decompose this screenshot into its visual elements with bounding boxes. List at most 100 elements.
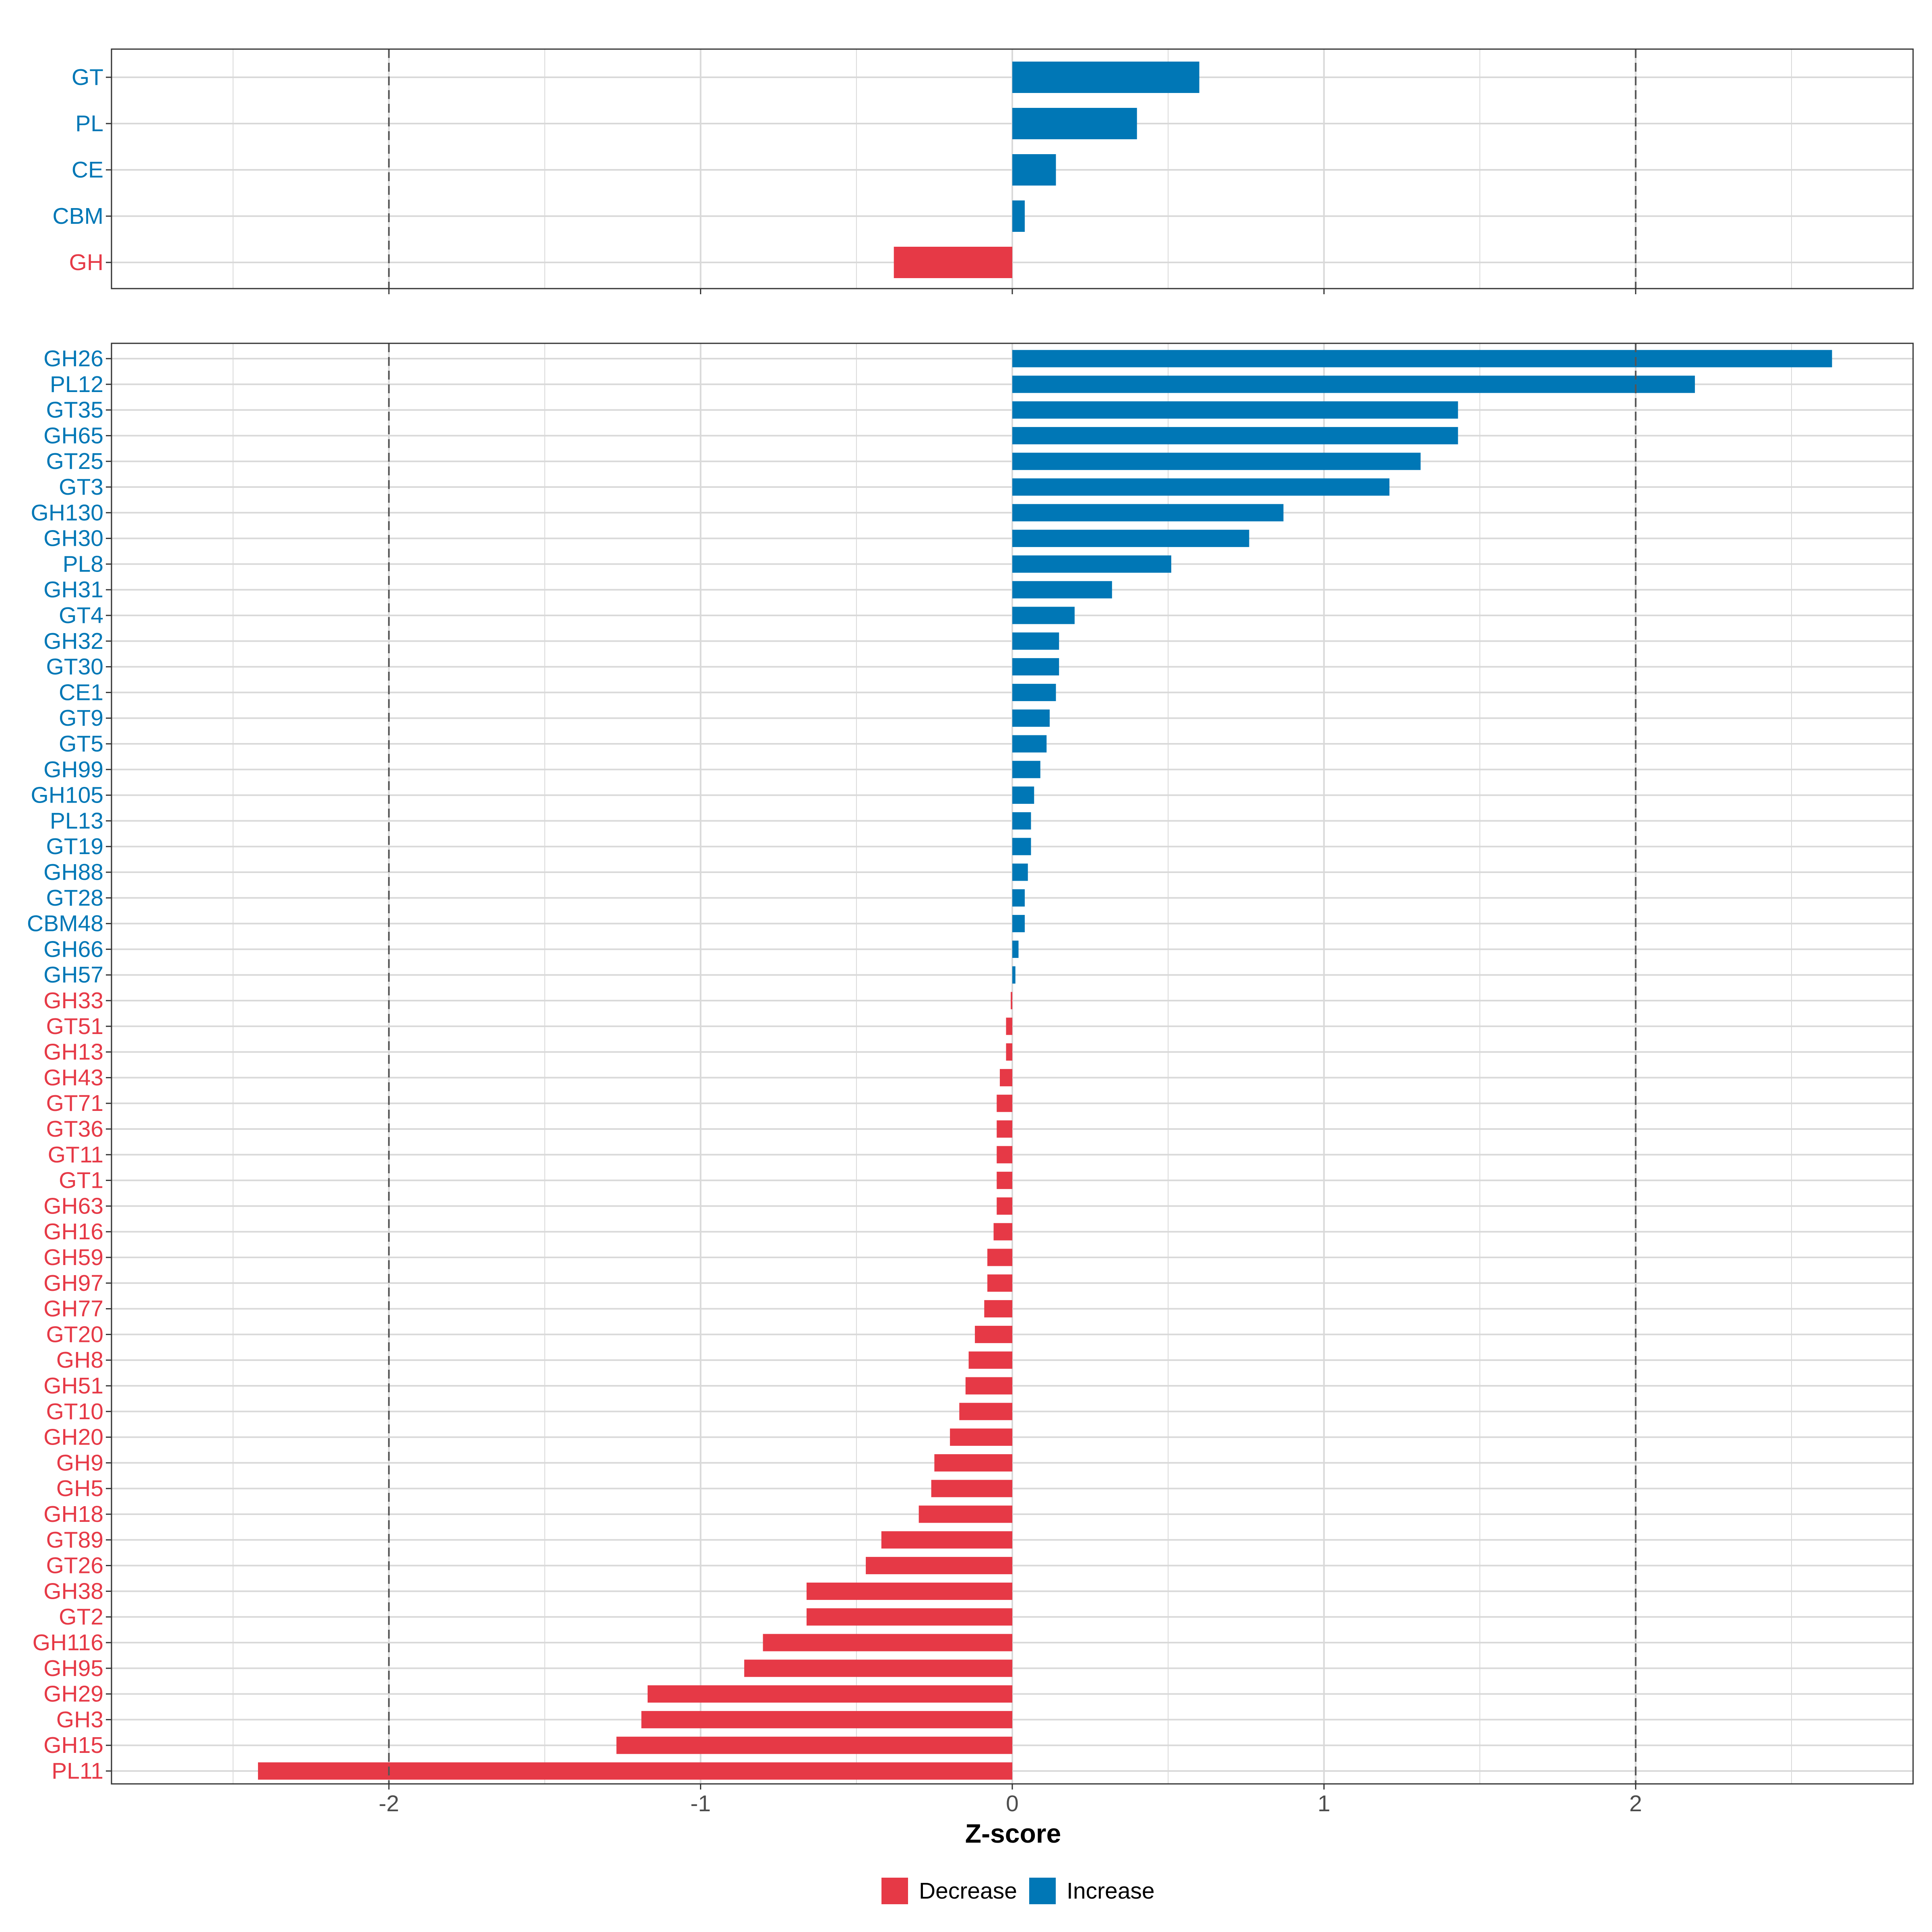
bar-ce1 bbox=[1012, 683, 1056, 701]
bar-cbm48 bbox=[1012, 915, 1025, 933]
category-label-gt51: GT51 bbox=[46, 1013, 103, 1039]
category-label-gh15: GH15 bbox=[43, 1732, 103, 1758]
bar-cbm bbox=[1012, 200, 1025, 232]
bar-gh97 bbox=[987, 1274, 1012, 1292]
category-label-gt71: GT71 bbox=[46, 1090, 103, 1116]
category-label-gh8: GH8 bbox=[56, 1347, 103, 1373]
category-label-gh18: GH18 bbox=[43, 1501, 103, 1527]
legend-swatch-decrease bbox=[881, 1878, 908, 1904]
category-label-gh59: GH59 bbox=[43, 1245, 103, 1270]
category-label-gt9: GT9 bbox=[59, 705, 103, 731]
bar-pl8 bbox=[1012, 555, 1171, 573]
category-label-gh3: GH3 bbox=[56, 1707, 103, 1732]
category-label-gh57: GH57 bbox=[43, 962, 103, 988]
bar-gh63 bbox=[997, 1197, 1012, 1215]
bar-gh59 bbox=[987, 1249, 1012, 1266]
category-label-gh105: GH105 bbox=[31, 782, 103, 808]
bar-gt26 bbox=[866, 1557, 1012, 1575]
category-label-gt5: GT5 bbox=[59, 731, 103, 757]
category-label-gh116: GH116 bbox=[33, 1630, 103, 1655]
bar-gh66 bbox=[1012, 940, 1019, 958]
category-label-gt30: GT30 bbox=[46, 654, 103, 680]
bar-pl13 bbox=[1012, 812, 1031, 830]
bar-gh105 bbox=[1012, 786, 1034, 804]
category-label-gh51: GH51 bbox=[43, 1373, 103, 1399]
bar-gt3 bbox=[1012, 478, 1390, 496]
bar-gt1 bbox=[997, 1172, 1012, 1189]
category-label-gh13: GH13 bbox=[43, 1039, 103, 1065]
x-axis-title: Z-score bbox=[965, 1818, 1061, 1848]
category-label-gh29: GH29 bbox=[43, 1681, 103, 1707]
bar-gh30 bbox=[1012, 530, 1249, 547]
bar-gt51 bbox=[1006, 1018, 1012, 1035]
category-label-gh65: GH65 bbox=[43, 423, 103, 448]
category-label-pl12: PL12 bbox=[50, 372, 103, 397]
category-label-gt1: GT1 bbox=[59, 1168, 103, 1193]
category-label-gh77: GH77 bbox=[43, 1296, 103, 1322]
category-label-gh9: GH9 bbox=[56, 1450, 103, 1476]
category-label-gt35: GT35 bbox=[46, 397, 103, 423]
bar-gt28 bbox=[1012, 889, 1025, 907]
category-label-gt20: GT20 bbox=[46, 1321, 103, 1347]
bar-gh33 bbox=[1011, 992, 1012, 1009]
legend-swatch-increase bbox=[1029, 1878, 1056, 1904]
category-label-pl13: PL13 bbox=[50, 808, 103, 834]
bar-gh16 bbox=[993, 1223, 1012, 1241]
bottom-panel: GH26PL12GT35GH65GT25GT3GH130GH30PL8GH31G… bbox=[27, 343, 1914, 1790]
bar-gt71 bbox=[997, 1094, 1012, 1112]
bar-gt10 bbox=[959, 1403, 1012, 1420]
x-tick-label: 1 bbox=[1318, 1791, 1331, 1816]
x-tick-label: -1 bbox=[690, 1791, 711, 1816]
bar-gh43 bbox=[1000, 1069, 1012, 1086]
category-label-gh: GH bbox=[69, 250, 104, 275]
bar-gh130 bbox=[1012, 504, 1284, 522]
bar-gh32 bbox=[1012, 632, 1059, 650]
category-label-gt28: GT28 bbox=[46, 885, 103, 911]
category-label-pl: PL bbox=[75, 111, 103, 136]
bar-gh13 bbox=[1006, 1043, 1012, 1061]
bar-gt19 bbox=[1012, 838, 1031, 855]
bar-gh77 bbox=[984, 1300, 1012, 1318]
bar-ce bbox=[1012, 154, 1056, 186]
category-label-gt10: GT10 bbox=[46, 1399, 103, 1424]
bar-gt20 bbox=[975, 1325, 1012, 1343]
category-label-pl8: PL8 bbox=[63, 551, 103, 577]
bar-pl11 bbox=[258, 1762, 1013, 1780]
category-label-gt36: GT36 bbox=[46, 1116, 103, 1142]
bar-gh116 bbox=[763, 1634, 1012, 1651]
bar-gh18 bbox=[919, 1505, 1012, 1523]
category-label-gh43: GH43 bbox=[43, 1065, 103, 1090]
x-tick-label: 0 bbox=[1006, 1791, 1019, 1816]
category-label-gh5: GH5 bbox=[56, 1476, 103, 1501]
bar-gh65 bbox=[1012, 427, 1458, 444]
category-label-gh95: GH95 bbox=[43, 1655, 103, 1681]
bar-pl12 bbox=[1012, 376, 1695, 393]
category-label-gt2: GT2 bbox=[59, 1604, 103, 1630]
bar-gt4 bbox=[1012, 607, 1075, 624]
category-label-gh130: GH130 bbox=[31, 500, 103, 526]
bar-gt11 bbox=[997, 1146, 1012, 1164]
category-label-gh38: GH38 bbox=[43, 1578, 103, 1604]
bar-gh99 bbox=[1012, 761, 1040, 778]
bar-gh5 bbox=[931, 1480, 1012, 1497]
x-tick-label: -2 bbox=[379, 1791, 399, 1816]
category-label-gt25: GT25 bbox=[46, 448, 103, 474]
bar-gh29 bbox=[647, 1685, 1012, 1703]
bar-gt89 bbox=[881, 1531, 1012, 1549]
bar-gh38 bbox=[806, 1582, 1012, 1600]
legend-label-increase: Increase bbox=[1067, 1878, 1155, 1904]
category-label-pl11: PL11 bbox=[52, 1758, 103, 1784]
category-label-gh26: GH26 bbox=[43, 346, 103, 372]
legend-label-decrease: Decrease bbox=[919, 1878, 1017, 1904]
category-label-gt11: GT11 bbox=[48, 1142, 103, 1168]
bar-gt36 bbox=[997, 1120, 1012, 1138]
x-tick-label: 2 bbox=[1629, 1791, 1642, 1816]
bar-gh8 bbox=[968, 1351, 1012, 1369]
category-label-gh66: GH66 bbox=[43, 936, 103, 962]
bar-gh3 bbox=[641, 1711, 1012, 1728]
bar-gh20 bbox=[950, 1428, 1012, 1446]
bar-gh bbox=[894, 247, 1012, 278]
category-label-gh63: GH63 bbox=[43, 1193, 103, 1219]
category-label-cbm: CBM bbox=[52, 203, 103, 229]
top-panel: GT PL CE CBM GH bbox=[52, 48, 1914, 294]
